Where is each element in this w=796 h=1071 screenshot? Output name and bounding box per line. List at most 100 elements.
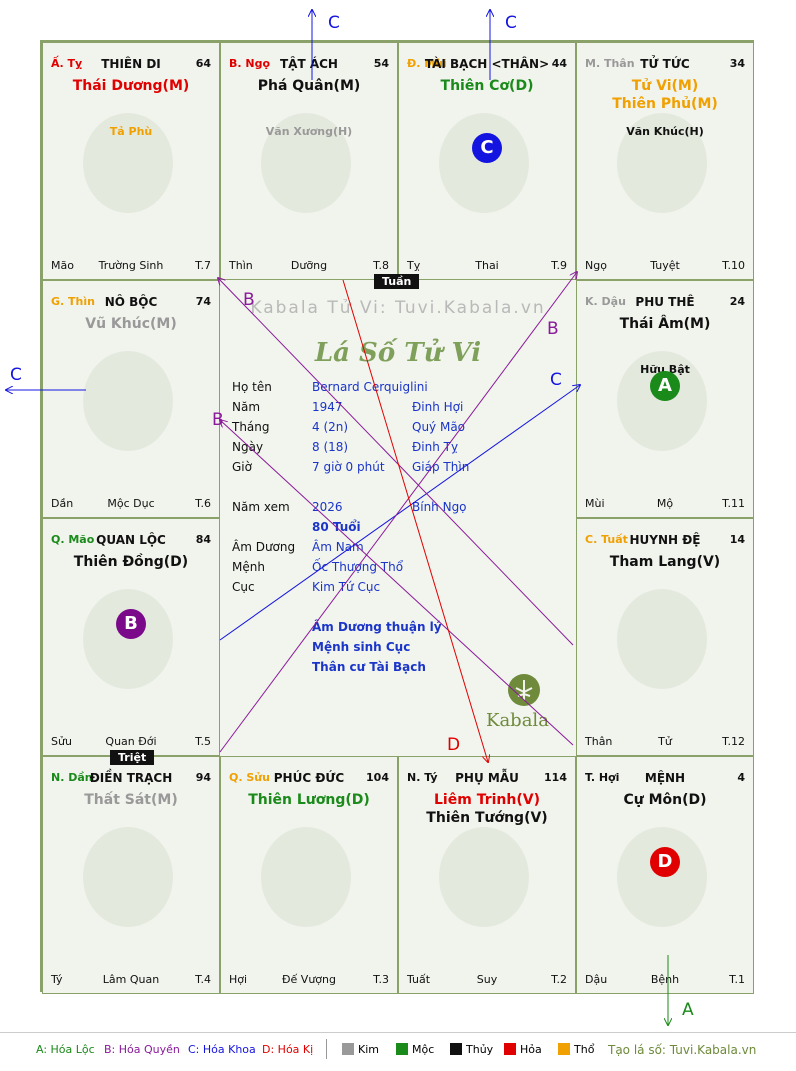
legend-hoa-quyen: B: Hóa Quyền <box>104 1043 180 1056</box>
palace-age: 44 <box>551 57 567 70</box>
color-swatch <box>396 1043 408 1055</box>
legend-element: Hỏa <box>504 1043 542 1056</box>
palace-stage: Trường Sinh <box>98 259 164 272</box>
legend-hoa-khoa: C: Hóa Khoa <box>188 1043 256 1056</box>
chart-note: Âm Dương thuận lý <box>312 620 442 634</box>
main-stars: Vũ Khúc(M) <box>43 315 219 333</box>
transformation-badge: B <box>116 609 146 639</box>
legend-divider <box>326 1039 327 1059</box>
palace-stage: Mộ <box>656 497 674 510</box>
palace-can-chi: Đ. Mùi <box>407 57 447 70</box>
zodiac-animal-icon <box>261 113 351 213</box>
palace-footer: Tỵ Thai T.9 <box>407 259 567 273</box>
main-star: Thái Dương(M) <box>72 78 190 94</box>
arrow-label-c-2: C <box>505 13 517 33</box>
zodiac-animal-icon <box>439 113 529 213</box>
palace-header: K. Dậu PHU THÊ 24 <box>585 295 745 311</box>
palace-cell: Q. Sửu PHÚC ĐỨC 104 Thiên Lương(D) Hợi Đế Vượ… <box>220 756 398 994</box>
palace-age: 114 <box>544 771 567 784</box>
palace-stage: Lâm Quan <box>102 973 160 986</box>
minor-star: Văn Xương(H) <box>265 125 353 138</box>
palace-footer: Dần Mộc Dục T.6 <box>51 497 211 511</box>
info-key: Năm xem <box>232 500 290 514</box>
palace-stage: Suy <box>476 973 498 986</box>
zodiac-animal-icon <box>83 827 173 927</box>
palace-age: 94 <box>195 771 211 784</box>
palace-name: PHỤ MẪU <box>455 771 519 785</box>
info-key: Ngày <box>232 440 264 454</box>
zodiac-animal-icon <box>83 589 173 689</box>
info-can-chi: Đinh Tỵ <box>412 440 459 454</box>
palace-stage: Bệnh <box>650 973 680 986</box>
palace-can-chi: Ấ. Tỵ <box>51 57 83 70</box>
legend-element-label: Thủy <box>466 1043 494 1056</box>
legend-element-label: Thổ <box>574 1043 595 1056</box>
palace-footer: Mùi Mộ T.11 <box>585 497 745 511</box>
palace-age: 84 <box>195 533 211 546</box>
palace-name: PHÚC ĐỨC <box>273 771 345 785</box>
palace-age: 74 <box>195 295 211 308</box>
info-value: Ốc Thượng Thổ <box>312 560 404 574</box>
palace-footer: Sửu Quan Đới T.5 <box>51 735 211 749</box>
zodiac-animal-icon <box>83 351 173 451</box>
palace-name: TỬ TỨC <box>640 57 690 71</box>
legend-element: Thủy <box>450 1043 493 1056</box>
legend-site: Tạo lá số: Tuvi.Kabala.vn <box>608 1043 757 1057</box>
palace-period: T.8 <box>373 259 389 272</box>
palace-period: T.5 <box>195 735 211 748</box>
info-value: Âm Nam <box>312 540 364 554</box>
palace-footer: Tuất Suy T.2 <box>407 973 567 987</box>
info-can-chi: Đinh Hợi <box>412 400 464 414</box>
palace-period: T.1 <box>729 973 745 986</box>
brand-label: Kabala <box>486 710 549 731</box>
info-key: Mệnh <box>232 560 265 574</box>
palace-name: ĐIỀN TRẠCH <box>89 771 173 785</box>
chart-note: Thân cư Tài Bạch <box>312 660 426 674</box>
palace-age: 64 <box>195 57 211 70</box>
zodiac-animal-icon <box>439 827 529 927</box>
main-stars: Thiên Cơ(D) <box>399 77 575 95</box>
info-value: 4 (2n) <box>312 420 349 434</box>
palace-footer: Mão Trường Sinh T.7 <box>51 259 211 273</box>
palace-can-chi: B. Ngọ <box>229 57 271 70</box>
palace-cell: Ấ. Tỵ THIÊN DI 64 Thái Dương(M) Tả Phù Mão Trư… <box>42 42 220 280</box>
main-stars: Tham Lang(V) <box>577 553 753 571</box>
main-stars: Thiên Lương(D) <box>221 791 397 809</box>
palace-period: T.11 <box>722 497 745 510</box>
palace-period: T.10 <box>722 259 745 272</box>
palace-period: T.2 <box>551 973 567 986</box>
palace-stage: Tử <box>658 735 672 748</box>
legend-hoa-ki: D: Hóa Kị <box>262 1043 314 1056</box>
legend-element-label: Hỏa <box>520 1043 542 1056</box>
main-stars: Thiên Đồng(D) <box>43 553 219 571</box>
color-swatch <box>558 1043 570 1055</box>
palace-branch: Tuất <box>407 973 431 986</box>
zodiac-animal-icon <box>83 113 173 213</box>
palace-header: Q. Mão QUAN LỘC 84 <box>51 533 211 549</box>
zodiac-animal-icon <box>261 827 351 927</box>
palace-branch: Mùi <box>585 497 605 510</box>
palace-branch: Ngọ <box>585 259 607 272</box>
main-star: Liêm Trinh(V) <box>434 792 540 808</box>
palace-stage: Tuyệt <box>650 259 680 272</box>
palace-header: T. Hợi MỆNH 4 <box>585 771 745 787</box>
palace-cell: M. Thân TỬ TỨC 34 Tử Vi(M) Thiên Phủ(M) Văn K… <box>576 42 754 280</box>
palace-header: Đ. Mùi TÀI BẠCH <THÂN> 44 <box>407 57 567 73</box>
palace-header: Ấ. Tỵ THIÊN DI 64 <box>51 57 211 73</box>
minor-star: Tả Phù <box>109 125 153 138</box>
main-star: Thái Âm(M) <box>619 316 711 332</box>
info-value: 80 Tuổi <box>312 520 361 534</box>
palace-age: 24 <box>729 295 745 308</box>
palace-can-chi: M. Thân <box>585 57 635 70</box>
palace-header: Q. Sửu PHÚC ĐỨC 104 <box>229 771 389 787</box>
color-swatch <box>450 1043 462 1055</box>
palace-branch: Thìn <box>229 259 253 272</box>
watermark-text: Kabala Tử Vi: Tuvi.Kabala.vn <box>250 298 546 318</box>
palace-age: 4 <box>737 771 745 784</box>
zodiac-animal-icon <box>617 351 707 451</box>
color-swatch <box>342 1043 354 1055</box>
kabala-logo-icon <box>508 674 540 706</box>
transformation-badge: D <box>650 847 680 877</box>
palace-stage: Đế Vượng <box>282 973 336 986</box>
info-key: Năm <box>232 400 261 414</box>
